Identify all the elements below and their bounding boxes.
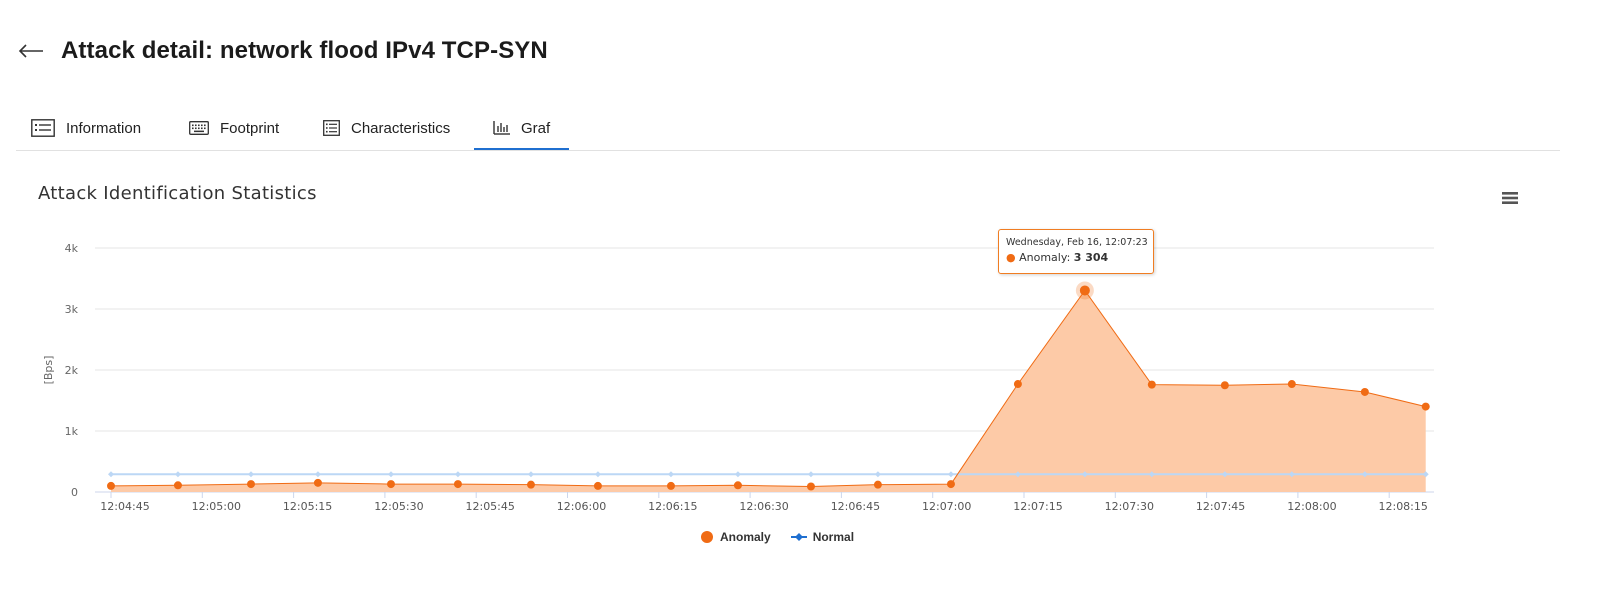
x-tick-label: 12:08:00 bbox=[1287, 500, 1336, 513]
x-tick-label: 12:07:00 bbox=[922, 500, 971, 513]
tab-bar: Information Footprin bbox=[16, 108, 1560, 151]
normal-point bbox=[387, 471, 394, 478]
chart-legend: Anomaly Normal bbox=[700, 530, 874, 544]
tab-label: Characteristics bbox=[351, 119, 451, 137]
anomaly-point bbox=[173, 481, 182, 490]
tab-footprint[interactable]: Footprint bbox=[189, 108, 279, 148]
header: Attack detail: network flood IPv4 TCP-SY… bbox=[16, 34, 548, 68]
x-tick-label: 12:05:15 bbox=[283, 500, 332, 513]
tooltip-value: 3 304 bbox=[1073, 251, 1109, 264]
anomaly-point bbox=[386, 480, 395, 489]
anomaly-point bbox=[1013, 380, 1022, 389]
anomaly-point bbox=[873, 480, 882, 489]
legend-marker-anomaly bbox=[701, 531, 713, 543]
x-tick-label: 12:05:00 bbox=[192, 500, 241, 513]
chart-tooltip: Wednesday, Feb 16, 12:07:23 ● Anomaly: 3… bbox=[998, 229, 1154, 274]
anomaly-point bbox=[1220, 381, 1229, 390]
normal-point bbox=[1288, 471, 1295, 478]
list-icon bbox=[31, 119, 55, 137]
x-tick-label: 12:07:45 bbox=[1196, 500, 1245, 513]
tab-characteristics[interactable]: Characteristics bbox=[323, 108, 450, 148]
y-tick-label: 0 bbox=[71, 486, 78, 499]
normal-point bbox=[1081, 471, 1088, 478]
legend-item-anomaly[interactable]: Anomaly bbox=[700, 530, 771, 544]
x-tick-label: 12:06:15 bbox=[648, 500, 697, 513]
anomaly-point bbox=[593, 481, 602, 490]
anomaly-series-line bbox=[110, 289, 1426, 488]
y-tick-label: 3k bbox=[65, 303, 79, 316]
tooltip-series: Anomaly bbox=[1019, 251, 1067, 264]
x-tick-label: 12:04:45 bbox=[100, 500, 149, 513]
normal-point bbox=[807, 471, 814, 478]
list-detail-icon bbox=[323, 120, 340, 136]
chart-menu-button[interactable] bbox=[1498, 187, 1522, 209]
y-axis-label: [Bps] bbox=[42, 356, 55, 385]
normal-point bbox=[667, 471, 674, 478]
tab-label: Footprint bbox=[220, 119, 280, 137]
keyboard-icon bbox=[189, 121, 209, 135]
anomaly-point bbox=[453, 480, 462, 489]
arrow-left-icon bbox=[18, 44, 43, 58]
normal-point bbox=[594, 471, 601, 478]
anomaly-point bbox=[526, 480, 535, 489]
tab-label: Graf bbox=[521, 119, 551, 137]
normal-point bbox=[1148, 471, 1155, 478]
anomaly-point bbox=[733, 481, 742, 490]
tab-graf[interactable]: Graf bbox=[473, 108, 570, 150]
x-tick-label: 12:06:30 bbox=[739, 500, 788, 513]
tab-label: Information bbox=[66, 119, 142, 137]
normal-point bbox=[947, 471, 954, 478]
normal-point bbox=[874, 471, 881, 478]
anomaly-point bbox=[1287, 380, 1296, 389]
tooltip-marker: ● bbox=[1006, 251, 1016, 264]
y-tick-label: 2k bbox=[65, 364, 79, 377]
x-tick-label: 12:07:15 bbox=[1013, 500, 1062, 513]
x-tick-label: 12:06:45 bbox=[831, 500, 880, 513]
normal-point bbox=[454, 471, 461, 478]
legend-label-normal: Normal bbox=[812, 530, 855, 544]
normal-point bbox=[527, 471, 534, 478]
anomaly-point bbox=[1360, 387, 1369, 396]
legend-item-normal[interactable]: Normal bbox=[790, 530, 855, 544]
legend-marker-normal bbox=[790, 533, 807, 541]
tooltip-row: ● Anomaly: 3 304 bbox=[1006, 251, 1109, 264]
x-tick-label: 12:05:30 bbox=[374, 500, 423, 513]
hamburger-menu-icon bbox=[1502, 192, 1518, 204]
anomaly-point bbox=[246, 480, 255, 489]
normal-point bbox=[734, 471, 741, 478]
anomaly-area bbox=[111, 290, 1426, 492]
anomaly-point bbox=[1421, 402, 1430, 411]
x-tick-label: 12:07:30 bbox=[1105, 500, 1154, 513]
legend-label-anomaly: Anomaly bbox=[720, 530, 771, 544]
normal-point bbox=[314, 471, 321, 478]
bar-chart-icon bbox=[493, 121, 510, 135]
page-title: Attack detail: network flood IPv4 TCP-SY… bbox=[61, 37, 548, 64]
anomaly-point-highlighted bbox=[1079, 285, 1090, 296]
normal-point bbox=[174, 471, 181, 478]
anomaly-point bbox=[107, 481, 115, 490]
x-tick-label: 12:06:00 bbox=[557, 500, 606, 513]
chart-title: Attack Identification Statistics bbox=[38, 183, 317, 204]
tooltip-date: Wednesday, Feb 16, 12:07:23 bbox=[1006, 237, 1148, 248]
x-tick-label: 12:05:45 bbox=[465, 500, 514, 513]
y-tick-label: 1k bbox=[65, 425, 79, 438]
normal-point bbox=[1361, 471, 1368, 478]
anomaly-point bbox=[946, 480, 955, 489]
anomaly-point bbox=[1147, 380, 1156, 389]
normal-point bbox=[1014, 471, 1021, 478]
tab-information[interactable]: Information bbox=[31, 108, 141, 148]
normal-point bbox=[247, 471, 254, 478]
anomaly-point bbox=[313, 478, 322, 487]
normal-point bbox=[1221, 471, 1228, 478]
back-button[interactable] bbox=[16, 36, 46, 66]
anomaly-point bbox=[806, 482, 815, 491]
y-tick-label: 4k bbox=[65, 242, 79, 255]
normal-point bbox=[1422, 471, 1429, 478]
normal-point bbox=[108, 471, 114, 478]
x-tick-label: 12:08:15 bbox=[1378, 500, 1427, 513]
anomaly-point bbox=[666, 481, 675, 490]
